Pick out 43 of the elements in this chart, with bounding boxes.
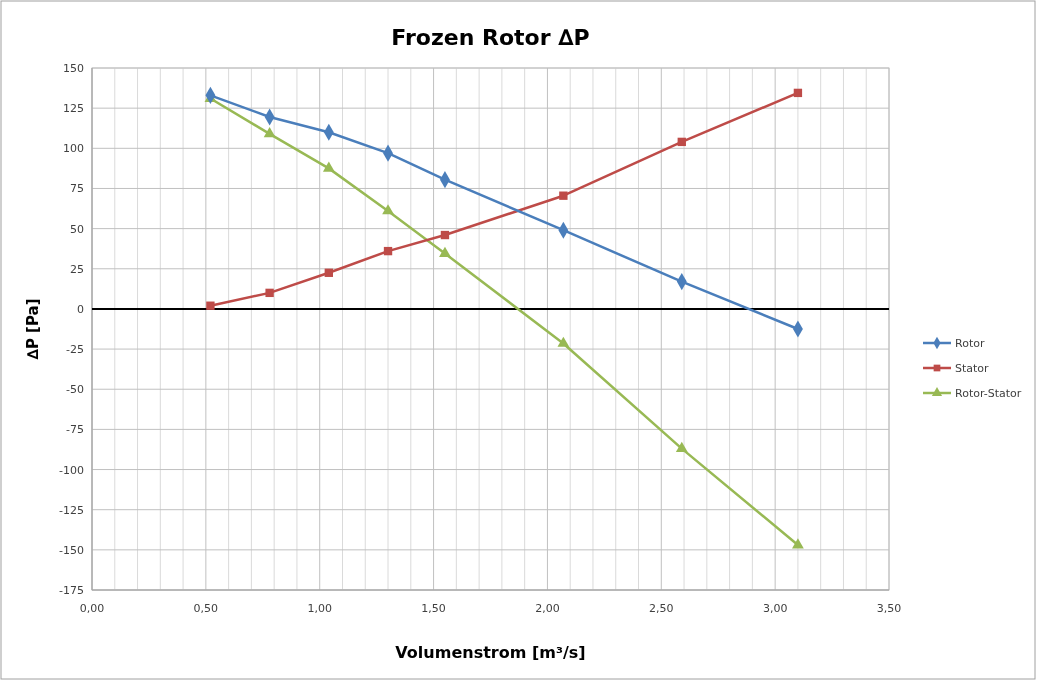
point	[265, 288, 274, 298]
y-tick-label: -25	[66, 343, 84, 357]
point	[322, 161, 335, 172]
x-tick-label: 1,00	[307, 602, 332, 615]
point	[557, 336, 570, 347]
point	[792, 538, 804, 549]
x-tick-label: 0,50	[193, 602, 219, 615]
y-tick-label: -75	[66, 423, 84, 437]
y-tick-label: 0	[77, 302, 84, 316]
legend-label: Rotor	[955, 337, 985, 350]
y-tick-label: 125	[63, 102, 84, 116]
x-tick-label: 3,50	[876, 602, 902, 615]
x-tick-label: 0,00	[79, 602, 105, 615]
y-tick-label: -100	[59, 463, 84, 477]
point	[559, 191, 568, 200]
legend-label: Rotor-Stator	[955, 387, 1022, 400]
point	[677, 137, 686, 147]
point	[263, 127, 276, 138]
x-tick-label: 2,50	[649, 602, 674, 615]
point	[675, 441, 688, 453]
y-axis-title: ∆P [Pa]	[24, 298, 42, 360]
chart-title: Frozen Rotor ∆P	[391, 25, 590, 50]
y-tick-label: 25	[70, 262, 84, 276]
y-tick-label: -175	[59, 584, 84, 597]
x-axis-title: Volumenstrom [m³/s]	[395, 643, 586, 662]
point	[324, 268, 334, 277]
y-tick-label: -150	[59, 543, 84, 557]
point	[382, 204, 394, 215]
y-tick-label: -125	[59, 503, 84, 517]
x-tick-label: 1,50	[421, 602, 446, 615]
x-tick-label: 3,00	[762, 602, 788, 615]
y-tick-label: 100	[63, 142, 84, 156]
point	[793, 88, 803, 98]
y-tick-label: 150	[63, 62, 84, 75]
point	[383, 246, 393, 256]
point	[439, 246, 451, 257]
y-tick-label: 50	[70, 222, 84, 236]
legend-label: Stator	[955, 362, 990, 375]
point	[206, 301, 215, 310]
x-tick-label: 2,00	[535, 602, 560, 615]
y-tick-label: -50	[66, 383, 84, 397]
y-tick-label: 75	[70, 182, 84, 196]
point	[440, 230, 450, 240]
